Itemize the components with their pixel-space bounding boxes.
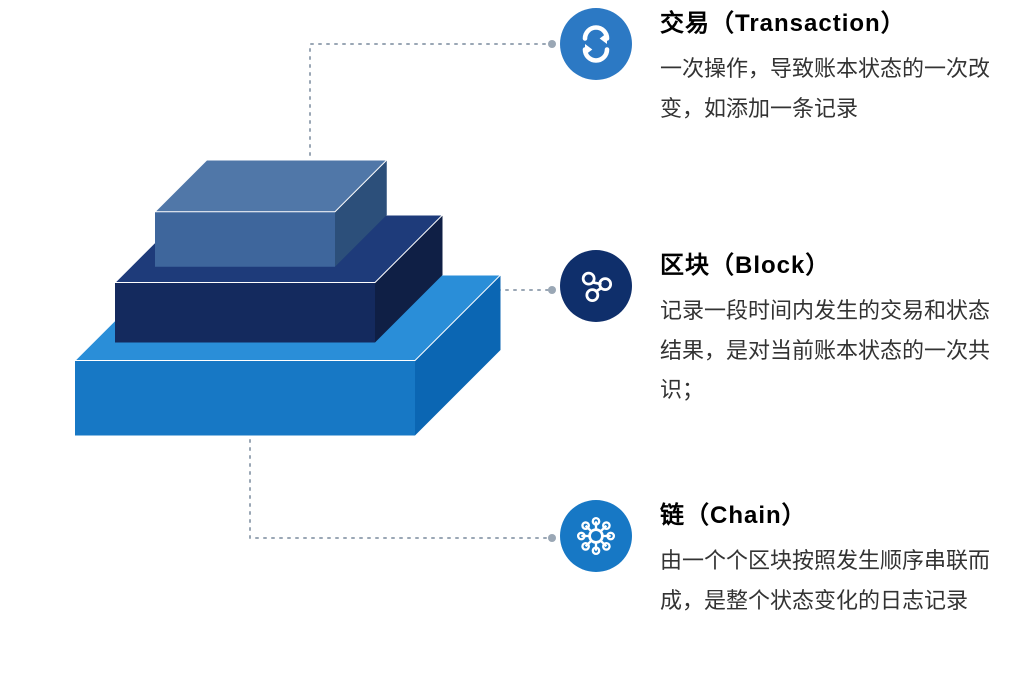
transaction-title: 交易（Transaction）: [660, 8, 1000, 39]
block-item: 区块（Block） 记录一段时间内发生的交易和状态结果，是对当前账本状态的一次共识…: [560, 250, 1000, 410]
block-title: 区块（Block）: [660, 250, 1000, 281]
chain-desc: 由一个个区块按照发生顺序串联而成，是整个状态变化的日志记录: [660, 541, 1000, 620]
transaction-desc: 一次操作，导致账本状态的一次改变，如添加一条记录: [660, 49, 1000, 128]
transaction-item: 交易（Transaction） 一次操作，导致账本状态的一次改变，如添加一条记录: [560, 8, 1000, 128]
transaction-icon: [560, 8, 632, 80]
transaction-layer: [155, 160, 389, 321]
chain-icon: [560, 500, 632, 572]
chain-item: 链（Chain） 由一个个区块按照发生顺序串联而成，是整个状态变化的日志记录: [560, 500, 1000, 620]
block-desc: 记录一段时间内发生的交易和状态结果，是对当前账本状态的一次共识；: [660, 291, 1000, 410]
block-icon: [560, 250, 632, 322]
chain-title: 链（Chain）: [660, 500, 1000, 531]
